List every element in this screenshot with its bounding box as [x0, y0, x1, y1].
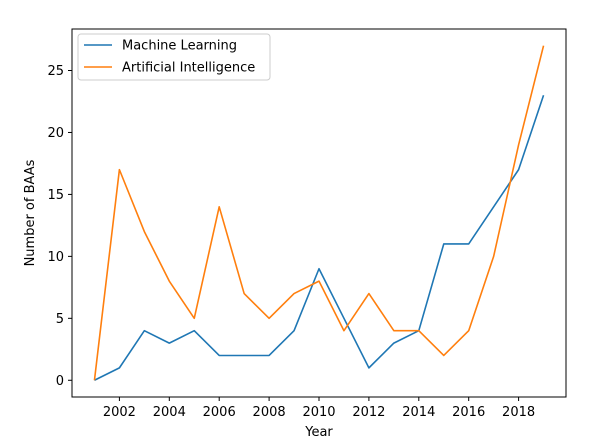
legend-entry-1: Artificial Intelligence — [122, 61, 255, 76]
x-tick-label: 2018 — [502, 405, 535, 420]
x-axis-label: Year — [304, 425, 333, 440]
x-tick-label: 2002 — [103, 405, 136, 420]
y-tick-label: 0 — [56, 374, 64, 389]
series-layer — [93, 45, 545, 381]
y-tick-label: 10 — [47, 250, 64, 265]
x-tick-label: 2008 — [253, 405, 286, 420]
x-axis: 2002 2004 2006 2008 2010 2012 2014 2016 2018 — [103, 397, 535, 420]
series-line-0 — [94, 95, 545, 381]
y-axis-label: Number of BAAs — [23, 159, 38, 266]
x-tick-label: 2004 — [153, 405, 186, 420]
series-line-1 — [93, 45, 545, 381]
y-tick-label: 20 — [47, 126, 64, 141]
legend-box — [77, 33, 271, 81]
x-tick-label: 2016 — [452, 405, 485, 420]
x-tick-label: 2014 — [402, 405, 435, 420]
legend: Machine Learning Artificial Intelligence — [77, 33, 271, 81]
legend-entry-0: Machine Learning — [122, 39, 237, 54]
x-tick-label: 2010 — [302, 405, 335, 420]
x-tick-label: 2006 — [203, 405, 236, 420]
y-tick-label: 5 — [56, 312, 64, 327]
y-tick-label: 25 — [47, 64, 64, 79]
y-axis: 0 5 10 15 20 25 — [47, 64, 72, 389]
y-tick-label: 15 — [47, 188, 64, 203]
x-tick-label: 2012 — [352, 405, 385, 420]
